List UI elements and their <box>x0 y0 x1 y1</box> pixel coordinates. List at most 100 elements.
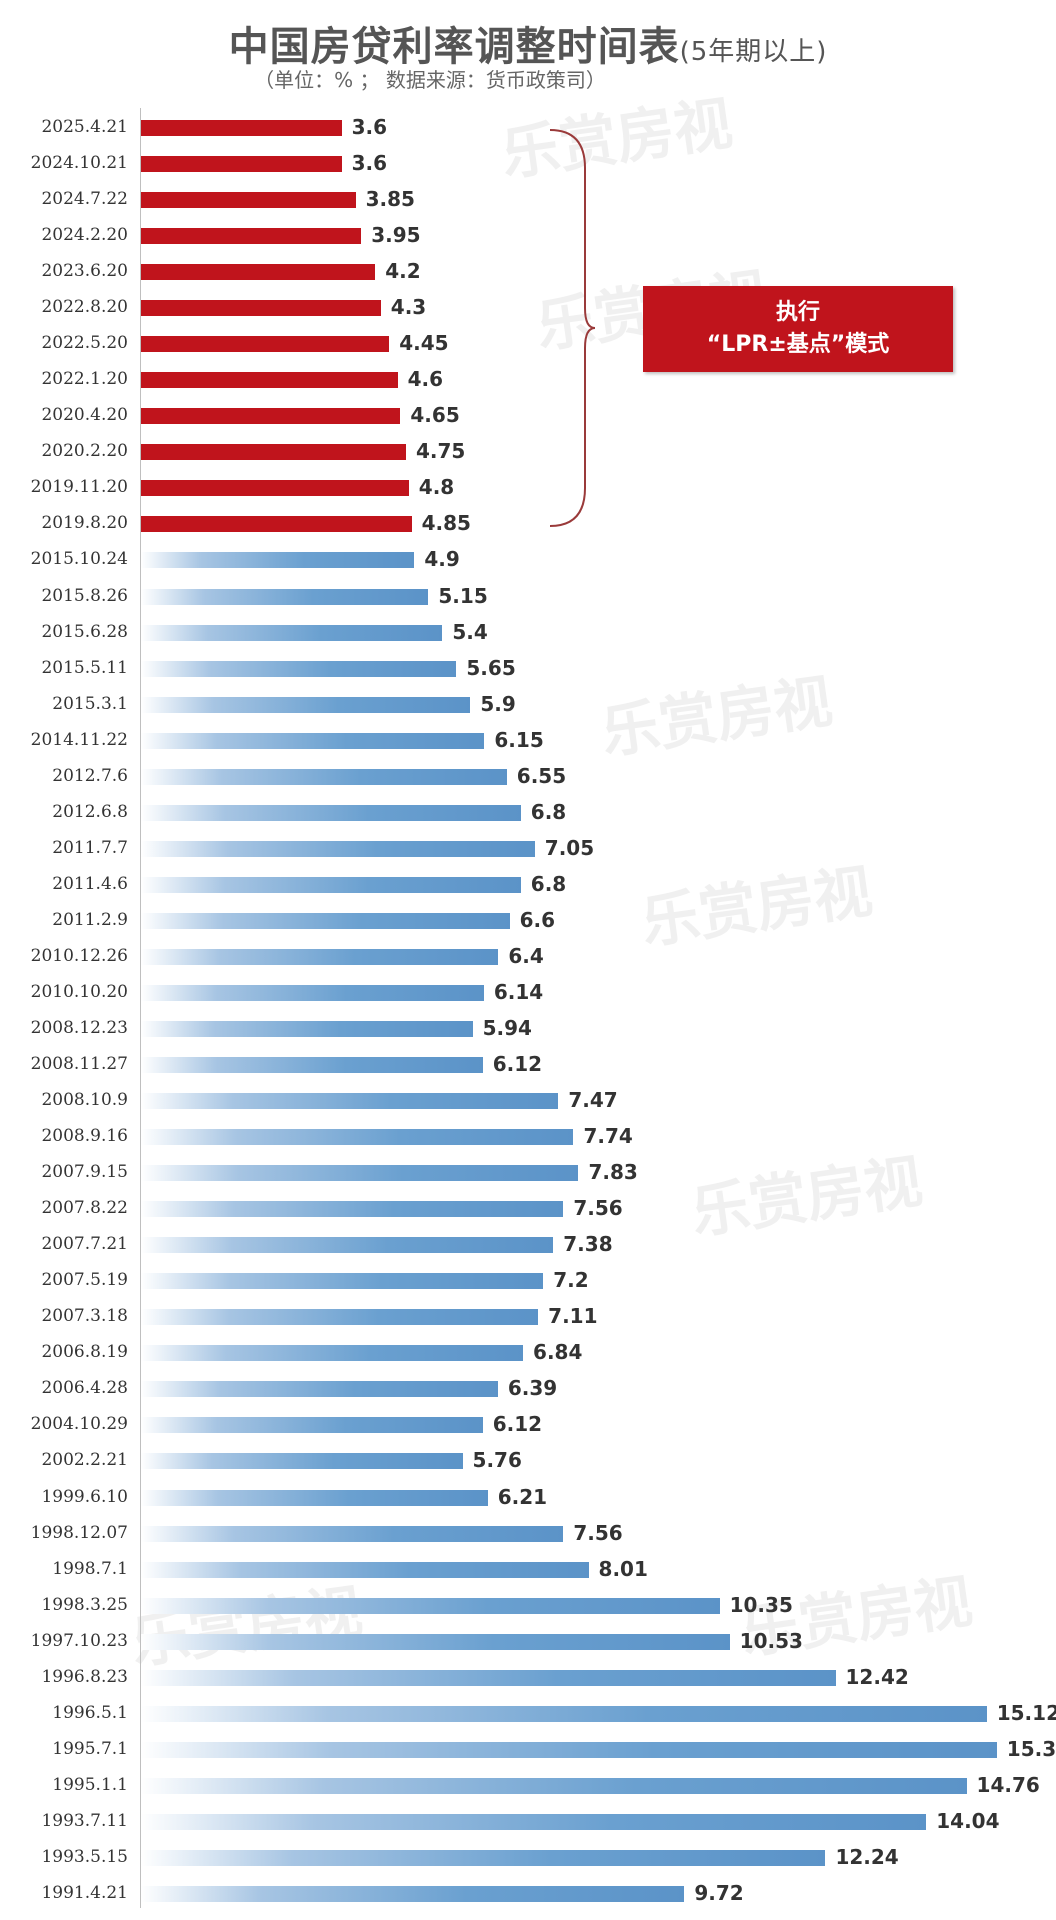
category-label: 2011.2.9 <box>52 909 128 930</box>
bar <box>141 1129 574 1146</box>
value-label: 6.84 <box>533 1340 583 1365</box>
value-label: 7.83 <box>588 1160 638 1185</box>
category-label: 2022.1.20 <box>41 369 128 390</box>
category-label: 2008.11.27 <box>30 1054 128 1075</box>
category-label: 2024.7.22 <box>41 189 128 210</box>
value-label: 10.53 <box>739 1628 803 1653</box>
bar <box>141 948 499 965</box>
value-label: 14.04 <box>936 1808 1000 1833</box>
value-label: 15.3 <box>1006 1736 1056 1761</box>
category-label: 2023.6.20 <box>41 261 128 282</box>
category-label: 2020.4.20 <box>41 405 128 426</box>
value-label: 6.15 <box>494 727 544 752</box>
category-label: 1998.3.25 <box>41 1594 128 1615</box>
category-label: 2008.12.23 <box>30 1018 128 1038</box>
value-label: 6.21 <box>497 1484 548 1509</box>
category-label: 2008.9.16 <box>41 1126 128 1147</box>
category-label: 1993.7.11 <box>41 1810 128 1831</box>
bar <box>141 588 429 605</box>
bar <box>141 120 342 136</box>
value-label: 4.45 <box>399 331 449 356</box>
bar <box>141 1381 498 1398</box>
bar <box>141 1057 483 1074</box>
value-label: 6.8 <box>530 799 567 824</box>
category-label: 1998.7.1 <box>52 1558 128 1579</box>
bar <box>141 192 356 209</box>
bar <box>141 1417 483 1434</box>
category-label: 2004.10.29 <box>30 1414 128 1435</box>
bar <box>141 156 342 173</box>
bar <box>141 228 362 245</box>
category-label: 2022.8.20 <box>41 297 128 318</box>
category-label: 2007.3.18 <box>41 1306 128 1327</box>
bar <box>141 1237 554 1254</box>
bar <box>141 1273 544 1290</box>
value-label: 6.12 <box>492 1412 543 1437</box>
bar <box>141 1201 564 1218</box>
bar <box>141 624 443 641</box>
category-label: 1995.1.1 <box>52 1774 128 1795</box>
value-label: 7.11 <box>548 1304 598 1329</box>
value-label: 6.6 <box>519 907 556 932</box>
bar <box>141 1453 463 1470</box>
value-label: 10.35 <box>729 1592 793 1617</box>
bar <box>141 1561 589 1578</box>
value-label: 6.4 <box>508 943 544 968</box>
bar <box>141 1885 685 1902</box>
bar <box>141 516 412 533</box>
category-label: 1995.7.1 <box>52 1738 128 1759</box>
category-label: 2010.10.20 <box>30 981 128 1002</box>
category-label: 2020.2.20 <box>41 441 128 462</box>
value-label: 5.9 <box>480 691 516 716</box>
bar <box>141 768 507 785</box>
category-label: 2010.12.26 <box>30 945 128 966</box>
value-label: 3.85 <box>365 187 415 212</box>
value-label: 5.65 <box>466 655 516 680</box>
lpr-mode-line1: 执行 <box>775 300 820 325</box>
bar <box>141 1021 473 1037</box>
bar <box>141 876 521 893</box>
bar <box>141 696 471 713</box>
value-label: 5.15 <box>438 583 488 608</box>
value-label: 3.6 <box>351 115 388 139</box>
category-axis-line <box>140 108 141 1908</box>
category-label: 1998.12.07 <box>30 1522 128 1543</box>
bar <box>141 408 401 425</box>
value-label: 7.47 <box>568 1088 618 1113</box>
category-label: 1997.10.23 <box>30 1630 128 1651</box>
value-label: 12.42 <box>845 1664 909 1689</box>
bar <box>141 660 457 677</box>
value-label: 15.12 <box>996 1700 1056 1725</box>
bar <box>141 300 381 317</box>
value-label: 4.3 <box>390 295 427 320</box>
value-label: 4.9 <box>424 547 460 572</box>
bar <box>141 1525 564 1542</box>
category-label: 2019.11.20 <box>30 477 128 498</box>
bar <box>141 372 398 389</box>
category-label: 2007.5.19 <box>41 1270 128 1291</box>
category-label: 1999.6.10 <box>41 1486 128 1507</box>
category-label: 2006.8.19 <box>41 1342 128 1363</box>
bar <box>141 1669 836 1686</box>
chart-subtitle: （单位：% ； 数据来源：货币政策司） <box>254 68 606 92</box>
value-label: 5.76 <box>472 1448 522 1473</box>
category-label: 2015.3.1 <box>52 693 128 714</box>
category-label: 2012.6.8 <box>52 801 128 822</box>
value-label: 7.2 <box>553 1268 589 1293</box>
bar <box>141 1489 488 1506</box>
bar <box>141 336 390 353</box>
bar <box>141 1345 524 1362</box>
value-label: 5.94 <box>482 1016 532 1040</box>
bar <box>141 1741 997 1758</box>
category-label: 2025.4.21 <box>41 117 128 137</box>
value-label: 6.55 <box>516 763 567 788</box>
value-label: 4.2 <box>385 259 421 284</box>
value-label: 12.24 <box>835 1844 899 1869</box>
category-label: 2011.4.6 <box>52 873 128 894</box>
bar <box>141 1309 539 1326</box>
value-label: 5.4 <box>452 619 488 644</box>
bar <box>141 840 535 857</box>
value-label: 4.8 <box>418 475 455 500</box>
bar <box>141 1705 987 1722</box>
